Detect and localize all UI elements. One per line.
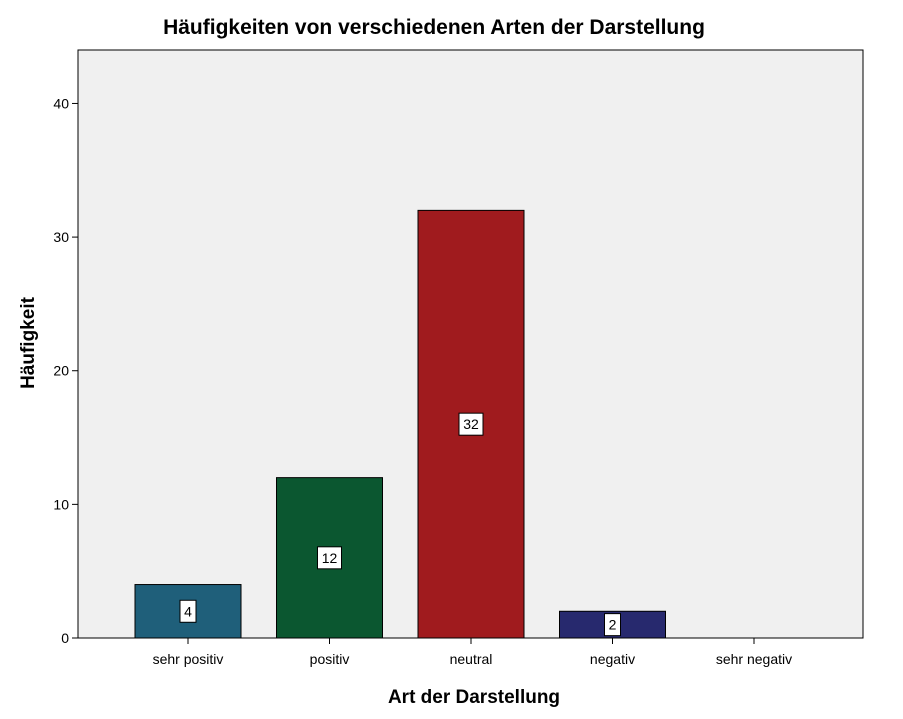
x-tick-label: positiv	[310, 651, 350, 667]
data-label-text: 4	[184, 603, 192, 619]
bars	[134, 209, 666, 639]
y-tick-label: 30	[53, 229, 69, 245]
y-tick-label: 40	[53, 95, 69, 111]
y-axis: 0 10 20 30 40	[53, 95, 78, 646]
data-labels: 4 12 32 2	[179, 412, 621, 637]
x-tick-label: neutral	[450, 651, 493, 667]
x-tick-label: sehr negativ	[716, 651, 792, 667]
data-label-box	[317, 546, 342, 570]
y-tick-label: 0	[61, 630, 69, 646]
data-label: 4	[179, 599, 197, 623]
y-axis-title: Häufigkeit	[18, 296, 39, 389]
x-axis: sehr positiv positiv neutral negativ sehr ne…	[153, 638, 792, 667]
data-label: 32	[458, 412, 484, 436]
data-label-box	[179, 599, 197, 623]
data-label-text: 12	[322, 550, 338, 566]
data-label-text: 2	[609, 617, 617, 633]
data-label: 2	[604, 613, 621, 637]
data-label-box	[458, 412, 484, 436]
data-label-text: 32	[463, 416, 479, 432]
data-label: 12	[317, 546, 342, 570]
x-tick-label: sehr positiv	[153, 651, 224, 667]
chart-title: Häufigkeiten von verschiedenen Arten der…	[163, 16, 705, 39]
data-label-box	[604, 613, 621, 637]
y-tick-label: 20	[53, 363, 69, 379]
y-tick-label: 10	[53, 496, 69, 512]
x-axis-title: Art der Darstellung	[388, 687, 560, 708]
x-tick-label: negativ	[590, 651, 635, 667]
